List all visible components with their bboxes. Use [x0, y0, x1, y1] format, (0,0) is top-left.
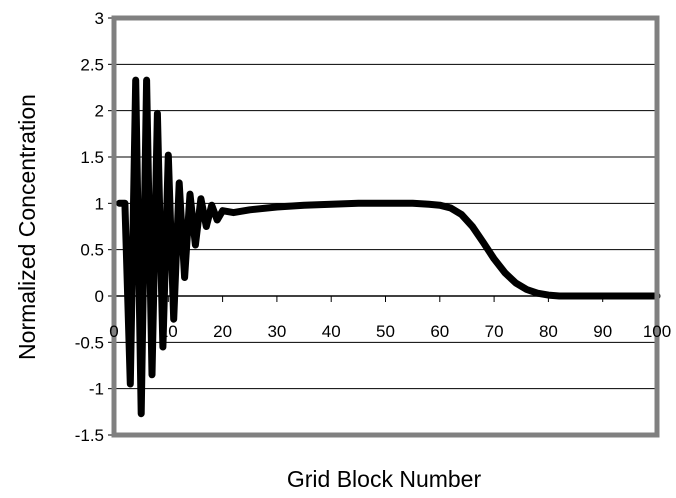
data-point [198, 196, 204, 202]
data-point [556, 293, 562, 299]
data-point [127, 381, 133, 387]
x-tick-label: 100 [643, 322, 671, 341]
data-point [448, 205, 454, 211]
x-tick-label: 0 [109, 322, 118, 341]
data-point [274, 204, 280, 210]
data-point [383, 200, 388, 206]
y-axis-title: Normalized Concentration [14, 94, 40, 360]
data-point [230, 210, 236, 216]
x-tick-label: 50 [376, 322, 395, 341]
data-point [149, 372, 155, 378]
data-point [567, 293, 573, 299]
data-point [214, 217, 220, 223]
plot-frame [111, 15, 660, 438]
x-tick-label: 10 [159, 322, 178, 341]
data-point [578, 293, 584, 299]
data-point [192, 242, 198, 248]
data-point [220, 208, 226, 214]
y-tick-label: 2 [95, 102, 104, 121]
data-point [328, 201, 334, 207]
data-point [138, 411, 144, 417]
data-point [116, 200, 122, 206]
series-line [115, 76, 661, 418]
data-point [247, 207, 253, 213]
y-tick-label: 2.5 [80, 55, 104, 74]
x-tick-label: 90 [593, 322, 612, 341]
data-point [600, 293, 606, 299]
data-point [469, 224, 475, 229]
data-point [513, 280, 519, 286]
data-point [187, 191, 193, 197]
data-point [627, 293, 633, 299]
y-tick-label: 1 [95, 194, 104, 213]
data-point [355, 200, 361, 206]
data-point [545, 292, 551, 298]
data-point [182, 274, 188, 280]
data-point [426, 201, 432, 207]
data-point [535, 290, 541, 296]
data-point [160, 344, 166, 350]
data-point [122, 200, 128, 206]
plot-border [111, 15, 660, 438]
x-tick-label: 80 [539, 322, 558, 341]
x-tick-label: 70 [485, 322, 504, 341]
data-point [209, 202, 215, 208]
data-point [502, 270, 508, 276]
data-point [491, 256, 497, 262]
data-point [437, 202, 443, 208]
y-tick-label: 0 [95, 287, 104, 306]
data-point [133, 77, 139, 83]
data-layer [115, 76, 661, 418]
x-axis-title: Grid Block Number [287, 466, 482, 492]
data-point [144, 77, 150, 83]
x-tick-label: 40 [322, 322, 341, 341]
x-tick-labels: 0 10 20 30 40 50 60 70 80 90 100 [109, 322, 671, 341]
y-tick-labels: 3 2.5 2 1.5 1 0.5 0 -0.5 -1 -1.5 [75, 9, 104, 445]
data-point [480, 239, 486, 245]
y-tick-label: 1.5 [80, 148, 104, 167]
y-tick-label: 0.5 [80, 241, 104, 260]
data-point [459, 211, 465, 217]
x-tick-label: 30 [267, 322, 286, 341]
data-point [301, 202, 307, 208]
y-tick-label: -1 [89, 380, 104, 399]
data-point [171, 316, 177, 322]
data-point [154, 110, 160, 116]
data-point [203, 224, 209, 229]
x-tick-label: 20 [213, 322, 232, 341]
x-tick-label: 60 [430, 322, 449, 341]
y-tick-label: -1.5 [75, 426, 104, 445]
data-point [410, 200, 416, 206]
data-point [165, 152, 171, 158]
y-tick-label: -0.5 [75, 333, 104, 352]
data-point [176, 180, 182, 186]
data-point [524, 287, 530, 293]
y-tick-label: 3 [95, 9, 104, 28]
